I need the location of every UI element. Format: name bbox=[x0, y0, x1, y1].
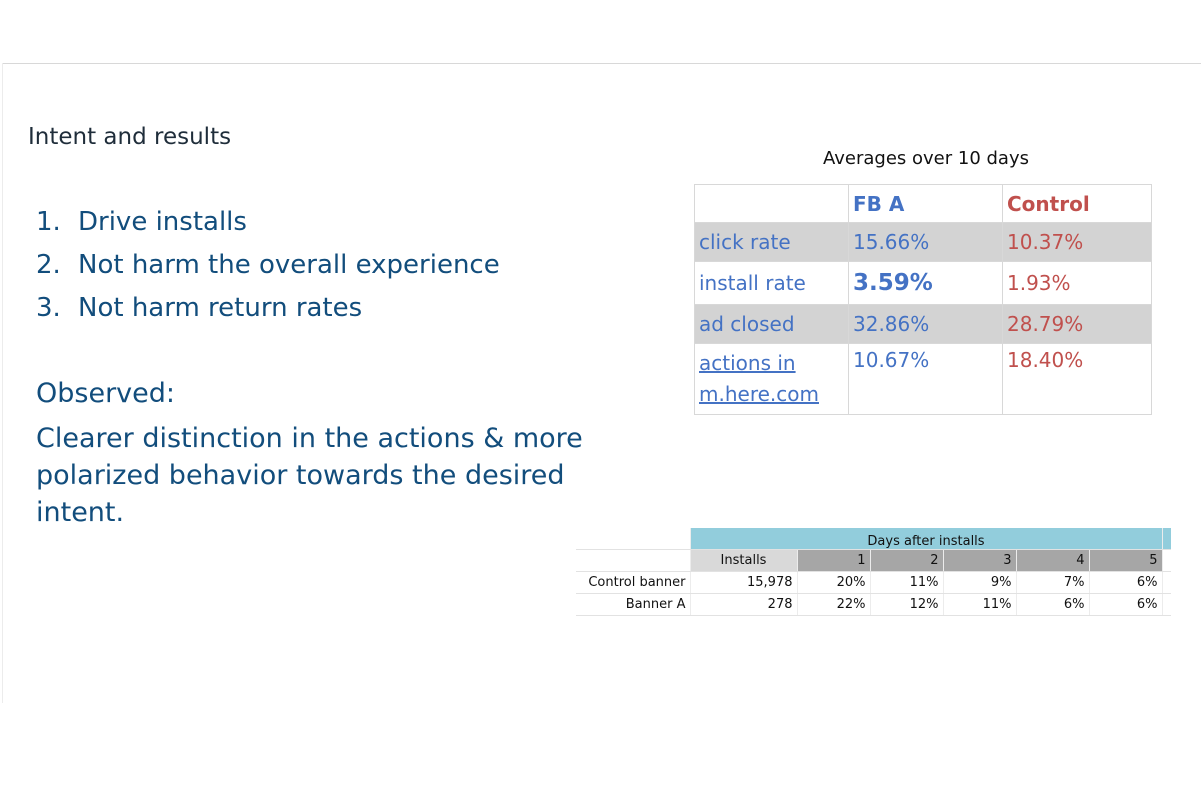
actions-link[interactable]: actions in m.here.com bbox=[699, 351, 819, 406]
observed-text: Clearer distinction in the actions & mor… bbox=[36, 423, 583, 528]
intent-number: 1. bbox=[36, 207, 61, 237]
retention-days-header-row: Days after installs bbox=[576, 528, 1171, 550]
fb-a-value: 10.67% bbox=[848, 343, 1003, 415]
retention-columns-row: Installs 1 2 3 4 5 bbox=[576, 549, 1171, 572]
metric-label: click rate bbox=[694, 222, 849, 262]
blank-cell bbox=[1162, 549, 1171, 572]
fb-a-value: 3.59% bbox=[848, 261, 1003, 305]
control-value: 10.37% bbox=[1002, 222, 1152, 262]
metric-label: install rate bbox=[694, 261, 849, 305]
retention-value: 7% bbox=[1016, 571, 1090, 594]
control-value: 18.40% bbox=[1002, 343, 1152, 415]
metric-label: ad closed bbox=[694, 304, 849, 344]
column-header-fb-a: FB A bbox=[848, 184, 1003, 223]
intent-number: 3. bbox=[36, 293, 61, 323]
table-row: install rate 3.59% 1.93% bbox=[694, 261, 1152, 305]
table-row: Control banner 15,978 20% 11% 9% 7% 6% bbox=[576, 571, 1171, 594]
blank-cell bbox=[1162, 528, 1171, 550]
slide-left-border bbox=[2, 63, 3, 703]
retention-value: 22% bbox=[797, 593, 871, 616]
intent-item: 2. Not harm the overall experience bbox=[36, 245, 500, 288]
blank-cell bbox=[576, 528, 691, 550]
intent-number: 2. bbox=[36, 250, 61, 280]
intent-list: 1. Drive installs 2. Not harm the overall … bbox=[36, 202, 500, 331]
averages-table: FB A Control click rate 15.66% 10.37% in… bbox=[694, 184, 1152, 415]
day-number: 5 bbox=[1089, 549, 1163, 572]
section-title: Intent and results bbox=[28, 124, 232, 150]
table-row: ad closed 32.86% 28.79% bbox=[694, 304, 1152, 344]
retention-value: 11% bbox=[870, 571, 944, 594]
day-number: 4 bbox=[1016, 549, 1090, 572]
intent-text: Not harm the overall experience bbox=[78, 250, 500, 280]
control-value: 28.79% bbox=[1002, 304, 1152, 344]
retention-value: 20% bbox=[797, 571, 871, 594]
installs-value: 278 bbox=[690, 593, 798, 616]
retention-table: Days after installs Installs 1 2 3 4 5 C… bbox=[576, 528, 1171, 616]
blank-cell bbox=[576, 549, 691, 572]
retention-value: 12% bbox=[870, 593, 944, 616]
control-value: 1.93% bbox=[1002, 261, 1152, 305]
retention-value: 6% bbox=[1089, 571, 1163, 594]
metric-label-cell: actions in m.here.com bbox=[694, 343, 849, 415]
column-header-control: Control bbox=[1002, 184, 1152, 223]
averages-header-row: FB A Control bbox=[694, 184, 1152, 223]
intent-item: 3. Not harm return rates bbox=[36, 288, 500, 331]
banner-label: Control banner bbox=[576, 571, 691, 594]
averages-title: Averages over 10 days bbox=[823, 148, 1029, 169]
installs-header: Installs bbox=[690, 549, 798, 572]
table-row: actions in m.here.com 10.67% 18.40% bbox=[694, 343, 1152, 415]
banner-label: Banner A bbox=[576, 593, 691, 616]
day-number: 3 bbox=[943, 549, 1017, 572]
blank-cell bbox=[1162, 571, 1171, 594]
intent-text: Drive installs bbox=[78, 207, 247, 237]
day-number: 1 bbox=[797, 549, 871, 572]
fb-a-value: 32.86% bbox=[848, 304, 1003, 344]
table-row: Banner A 278 22% 12% 11% 6% 6% bbox=[576, 593, 1171, 616]
days-after-installs-header: Days after installs bbox=[690, 528, 1163, 550]
day-number: 2 bbox=[870, 549, 944, 572]
retention-value: 11% bbox=[943, 593, 1017, 616]
intent-item: 1. Drive installs bbox=[36, 202, 500, 245]
blank-cell bbox=[1162, 593, 1171, 616]
table-row: click rate 15.66% 10.37% bbox=[694, 222, 1152, 262]
retention-value: 6% bbox=[1016, 593, 1090, 616]
installs-value: 15,978 bbox=[690, 571, 798, 594]
observed-title: Observed: bbox=[36, 378, 175, 409]
retention-value: 9% bbox=[943, 571, 1017, 594]
averages-corner-cell bbox=[694, 184, 849, 223]
retention-value: 6% bbox=[1089, 593, 1163, 616]
slide-top-divider bbox=[2, 63, 1201, 64]
intent-text: Not harm return rates bbox=[78, 293, 363, 323]
fb-a-value: 15.66% bbox=[848, 222, 1003, 262]
